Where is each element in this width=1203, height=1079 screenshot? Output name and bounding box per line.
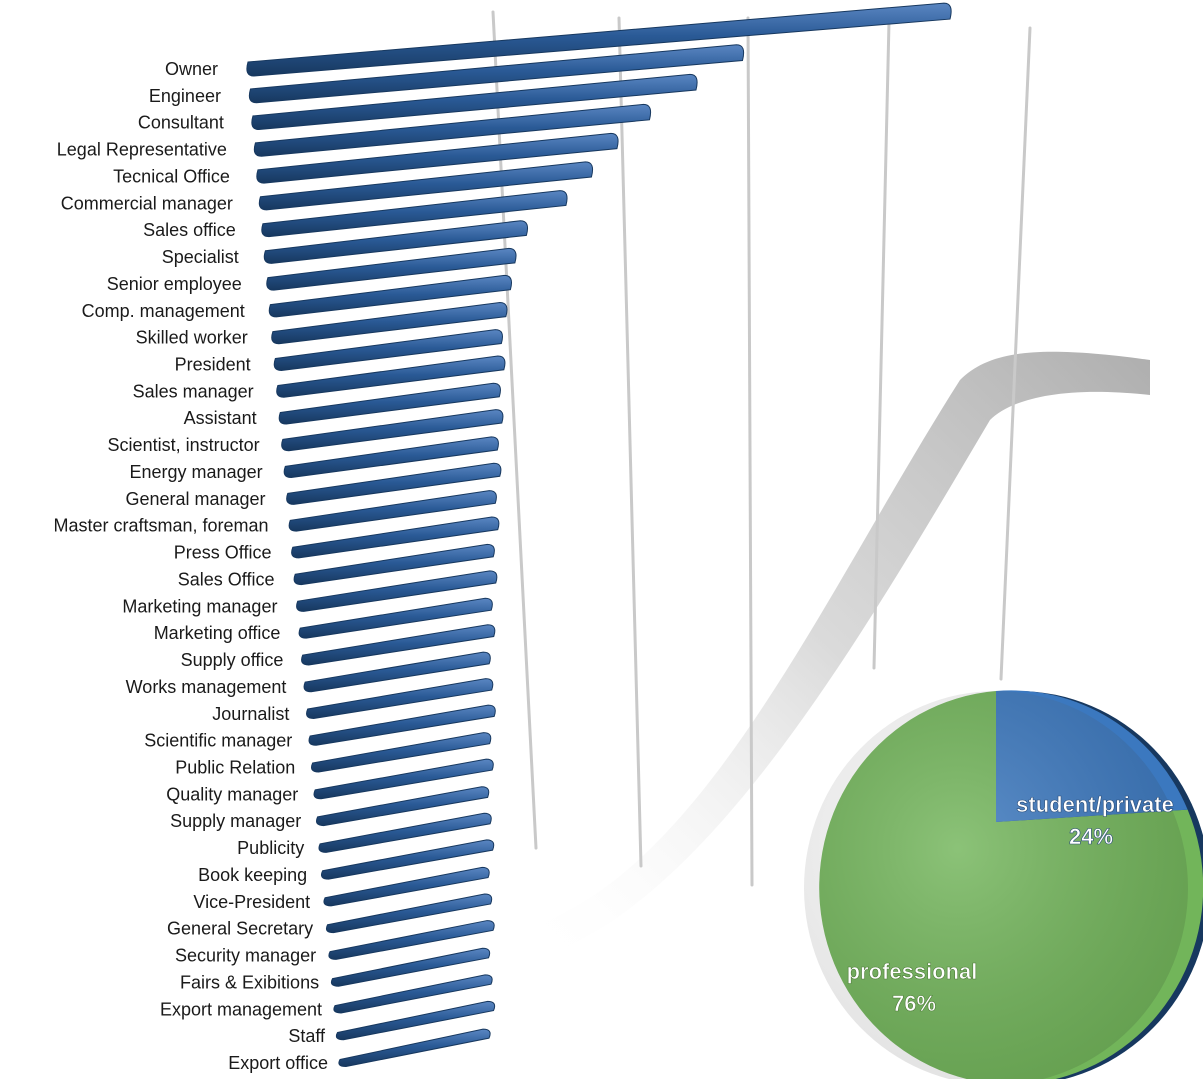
category-label-32: Vice-President: [193, 892, 310, 912]
pie-chart: student/private 24% professional 76%: [804, 690, 1203, 1079]
category-label-31: Book keeping: [198, 865, 307, 885]
bar-19: [291, 516, 500, 559]
category-label-24: Works management: [126, 677, 287, 697]
bar-35: [330, 947, 491, 987]
category-label-28: Quality manager: [166, 784, 298, 804]
category-label-5: Tecnical Office: [113, 166, 230, 186]
bar-16: [283, 436, 499, 479]
bar-36: [333, 974, 493, 1014]
category-label-3: Consultant: [138, 113, 224, 133]
pie-label-student-value: 24%: [1069, 824, 1113, 849]
bar-15: [281, 409, 504, 452]
bar-38: [338, 1028, 491, 1068]
pie-label-professional-value: 76%: [892, 991, 936, 1016]
category-label-38: Export office: [228, 1053, 328, 1073]
bar-series: [246, 2, 952, 1068]
category-label-30: Publicity: [237, 838, 304, 858]
pie-label-student-name: student/private: [1016, 792, 1174, 817]
category-label-8: Specialist: [162, 247, 239, 267]
category-label-37: Staff: [288, 1026, 326, 1046]
bar-8: [263, 220, 529, 264]
bar-6: [258, 161, 594, 211]
category-label-36: Export management: [160, 999, 322, 1019]
category-label-29: Supply manager: [170, 811, 301, 831]
category-label-21: Marketing manager: [122, 596, 277, 616]
category-label-2: Engineer: [149, 86, 221, 106]
bar-12: [273, 329, 503, 371]
bar-22: [298, 597, 493, 639]
category-label-34: Security manager: [175, 946, 316, 966]
category-label-11: Skilled worker: [136, 328, 248, 348]
bar-18: [288, 490, 497, 532]
category-label-1: Owner: [165, 59, 218, 79]
category-label-27: Public Relation: [175, 757, 295, 777]
bar-9: [266, 247, 517, 291]
bar-26: [308, 704, 496, 746]
gridline-1: [491, 10, 538, 850]
category-label-12: President: [175, 355, 251, 375]
bar-11: [271, 302, 508, 345]
category-label-13: Sales manager: [133, 381, 254, 401]
gridline-2: [617, 16, 643, 868]
bar-30: [318, 812, 492, 853]
category-label-18: Master craftsman, foreman: [53, 516, 268, 536]
category-label-16: Energy manager: [130, 462, 263, 482]
bar-29: [315, 786, 490, 827]
bar-37: [335, 1000, 496, 1041]
bar-33: [325, 893, 493, 934]
bar-25: [306, 678, 494, 719]
category-label-35: Fairs & Exibitions: [180, 972, 319, 992]
category-label-26: Scientific manager: [144, 731, 292, 751]
category-label-4: Legal Representative: [57, 140, 227, 160]
category-label-20: Sales Office: [178, 569, 275, 589]
gridline-3: [746, 16, 754, 887]
bar-10: [268, 274, 513, 318]
bar-24: [303, 651, 491, 693]
bar-5: [256, 132, 619, 184]
bar-34: [328, 920, 495, 960]
category-label-15: Scientist, instructor: [108, 435, 260, 455]
gridline-5: [999, 26, 1032, 681]
bar-27: [311, 732, 492, 773]
bar-14: [278, 382, 501, 425]
category-label-17: General manager: [125, 489, 265, 509]
bar-31: [320, 839, 495, 880]
category-label-9: Senior employee: [107, 274, 242, 294]
pie-shading: [804, 691, 1188, 1079]
category-label-10: Comp. management: [82, 301, 245, 321]
gridline-4: [872, 20, 891, 670]
bar-23: [301, 624, 496, 666]
category-label-6: Commercial manager: [61, 193, 233, 213]
category-labels: Owner Engineer Consultant Legal Representat…: [53, 59, 328, 1073]
bar-1: [246, 2, 952, 77]
bar-28: [313, 758, 494, 800]
category-label-22: Marketing office: [154, 623, 281, 643]
category-label-23: Supply office: [181, 650, 284, 670]
category-label-33: General Secretary: [167, 919, 313, 939]
category-label-7: Sales office: [143, 220, 236, 240]
bar-21: [296, 570, 498, 612]
bar-4: [253, 103, 652, 157]
bar-13: [276, 355, 506, 398]
bar-17: [286, 462, 502, 505]
pie-label-professional-name: professional: [847, 959, 978, 984]
category-label-25: Journalist: [212, 704, 289, 724]
floor-shadow: [520, 351, 1150, 950]
category-label-14: Assistant: [184, 408, 257, 428]
bar-2: [248, 44, 745, 104]
bar-7: [261, 190, 568, 238]
category-label-19: Press Office: [174, 543, 272, 563]
bar-3: [251, 73, 698, 131]
bar-20: [293, 543, 495, 586]
bar-32: [323, 866, 490, 907]
